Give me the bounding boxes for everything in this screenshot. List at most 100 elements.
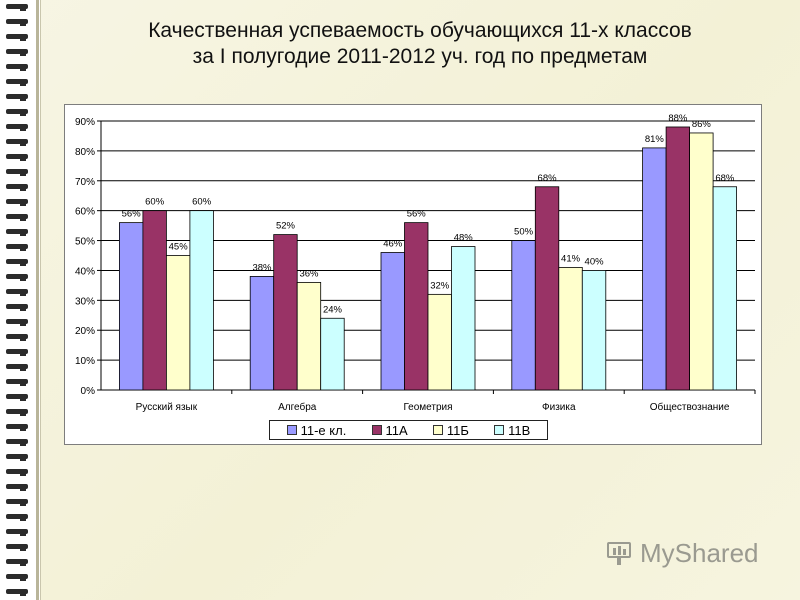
binding-ring bbox=[6, 109, 28, 116]
binding-ring bbox=[6, 349, 28, 356]
bar bbox=[273, 234, 298, 391]
slide-title: Качественная успеваемость обучающихся 11… bbox=[40, 18, 800, 70]
binding-ring bbox=[6, 199, 28, 206]
chart-legend: 11-е кл. 11А 11Б 11В bbox=[269, 420, 548, 440]
bar bbox=[296, 281, 322, 391]
bar bbox=[320, 317, 345, 391]
binding-ring bbox=[6, 559, 28, 566]
y-tick-label: 30% bbox=[75, 296, 95, 307]
presentation-icon bbox=[606, 540, 634, 566]
binding-ring bbox=[6, 229, 28, 236]
binding-ring bbox=[6, 49, 28, 56]
binding-ring bbox=[6, 469, 28, 476]
binding-ring bbox=[6, 484, 28, 491]
bar bbox=[404, 222, 429, 391]
title-line-1: Качественная успеваемость обучающихся 11… bbox=[148, 19, 692, 42]
binding-ring bbox=[6, 184, 28, 191]
binding-ring bbox=[6, 34, 28, 41]
bar-value-label: 56% bbox=[122, 209, 142, 220]
binding-ring bbox=[6, 574, 28, 581]
bar-value-label: 40% bbox=[585, 256, 605, 267]
bar-value-label: 68% bbox=[715, 173, 735, 184]
bar bbox=[642, 147, 667, 391]
legend-label: 11Б bbox=[446, 422, 469, 438]
page-edge bbox=[36, 0, 39, 600]
binding-ring bbox=[6, 319, 28, 326]
legend-label: 11А bbox=[385, 422, 408, 438]
binding-ring bbox=[6, 289, 28, 296]
binding-ring bbox=[6, 139, 28, 146]
legend-item: 11-е кл. bbox=[286, 422, 347, 438]
bar-value-label: 38% bbox=[252, 262, 272, 273]
bar-value-label: 81% bbox=[645, 134, 665, 145]
bar-value-label: 60% bbox=[192, 197, 212, 208]
legend-item: 11Б bbox=[432, 422, 469, 438]
binding-ring bbox=[6, 274, 28, 281]
bar-value-label: 86% bbox=[692, 119, 712, 130]
bar-value-label: 88% bbox=[668, 113, 688, 124]
y-tick-label: 20% bbox=[75, 326, 95, 337]
bar-value-label: 50% bbox=[514, 227, 534, 238]
bar bbox=[665, 126, 690, 391]
binding-ring bbox=[6, 124, 28, 131]
y-tick-label: 50% bbox=[75, 237, 95, 248]
legend-swatch bbox=[432, 425, 443, 435]
bar bbox=[558, 267, 583, 391]
legend-label: 11В bbox=[508, 422, 531, 438]
bar-value-label: 24% bbox=[323, 304, 343, 315]
y-tick-label: 60% bbox=[75, 207, 95, 218]
legend-item: 11А bbox=[371, 422, 408, 438]
legend-label: 11-е кл. bbox=[300, 422, 347, 438]
binding-ring bbox=[6, 529, 28, 536]
binding-ring bbox=[6, 79, 28, 86]
binding-ring bbox=[6, 514, 28, 521]
bar-chart: 0% 10% 20% 30% 40% 50% 60% 70% 80% 90% Русский язы… bbox=[75, 113, 756, 413]
legend-swatch bbox=[371, 425, 382, 435]
bar-value-label: 60% bbox=[145, 197, 165, 208]
bar-value-label: 45% bbox=[169, 242, 189, 253]
bar bbox=[689, 132, 714, 391]
bar bbox=[511, 240, 536, 391]
binding-ring bbox=[6, 589, 28, 596]
bar bbox=[189, 210, 214, 391]
bar bbox=[712, 186, 737, 391]
legend-item: 11В bbox=[494, 423, 530, 438]
binding-ring bbox=[6, 379, 28, 386]
binding-ring bbox=[6, 64, 28, 71]
binding-ring bbox=[6, 439, 28, 446]
binding-ring bbox=[6, 544, 28, 551]
y-tick-label: 0% bbox=[81, 386, 96, 397]
y-tick-label: 40% bbox=[75, 266, 95, 277]
bar bbox=[451, 246, 476, 391]
watermark-text: MyShared bbox=[640, 537, 759, 568]
binding-ring bbox=[6, 424, 28, 431]
binding-ring bbox=[6, 304, 28, 311]
binding-ring bbox=[6, 259, 28, 266]
chart-area: 0% 10% 20% 30% 40% 50% 60% 70% 80% 90% Русский язы… bbox=[64, 104, 762, 445]
binding-ring bbox=[6, 4, 28, 11]
x-tick-label: Обществознание bbox=[650, 401, 730, 413]
title-line-2: за I полугодие 2011-2012 уч. год по пред… bbox=[192, 45, 648, 68]
bar-value-label: 56% bbox=[407, 209, 427, 220]
x-tick-label: Русский язык bbox=[136, 402, 198, 413]
binding-ring bbox=[6, 409, 28, 416]
bar-value-label: 36% bbox=[299, 268, 319, 279]
binding-ring bbox=[6, 244, 28, 251]
bar-value-label: 32% bbox=[430, 280, 450, 291]
legend-swatch bbox=[286, 425, 297, 435]
bar-value-label: 68% bbox=[538, 173, 558, 184]
binding-ring bbox=[6, 499, 28, 506]
binding-ring bbox=[6, 334, 28, 341]
binding-ring bbox=[6, 394, 28, 401]
x-tick-label: Физика bbox=[542, 402, 576, 413]
bar bbox=[249, 276, 275, 391]
bar bbox=[119, 222, 144, 391]
x-tick-label: Алгебра bbox=[278, 401, 317, 413]
bar-value-label: 46% bbox=[383, 239, 403, 250]
y-tick-label: 70% bbox=[75, 177, 95, 188]
legend-swatch bbox=[494, 425, 505, 435]
bar bbox=[427, 293, 452, 391]
binding-ring bbox=[6, 364, 28, 371]
binding-ring bbox=[6, 19, 28, 26]
y-tick-label: 10% bbox=[75, 356, 95, 367]
